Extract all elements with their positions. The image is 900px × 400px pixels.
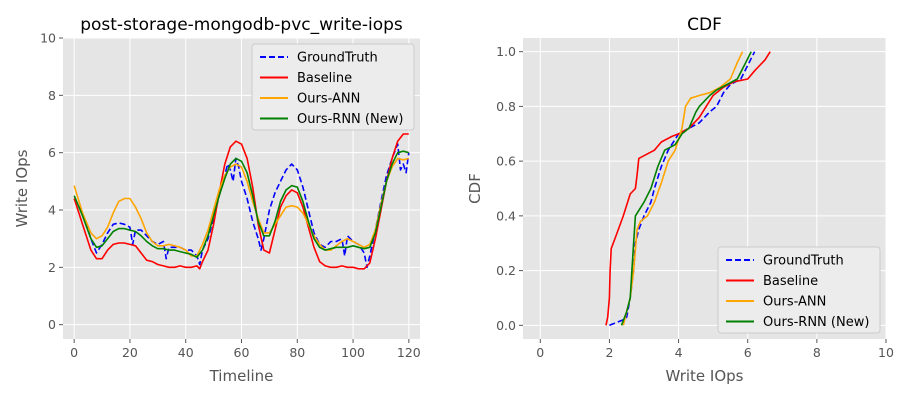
y-tick-label: 0.4	[496, 208, 516, 223]
x-tick-label: 120	[397, 345, 421, 360]
x-tick-label: 80	[289, 345, 305, 360]
legend-label: Ours-RNN (New)	[297, 112, 403, 127]
x-tick-label: 10	[878, 345, 894, 360]
series-lines	[73, 133, 410, 270]
x-tick-label: 8	[813, 345, 821, 360]
legend-label: Baseline	[297, 71, 352, 86]
legend-box	[717, 246, 881, 334]
y-tick-label: 0.0	[496, 318, 516, 333]
chart-title: CDF	[687, 15, 722, 35]
x-tick-label: 4	[675, 345, 683, 360]
x-axis-label: Timeline	[209, 367, 274, 385]
y-tick-label: 8	[48, 88, 56, 103]
x-tick-label: 0	[70, 345, 78, 360]
legend-label: Ours-ANN	[763, 295, 826, 310]
series-line-ours-rnn-new	[73, 150, 410, 259]
legend-box	[251, 43, 415, 131]
x-tick-label: 20	[122, 345, 138, 360]
x-axis-label: Write IOps	[666, 367, 744, 385]
x-tick-label: 0	[536, 345, 544, 360]
y-tick-label: 10	[40, 31, 56, 46]
legend-label: Ours-ANN	[297, 92, 360, 107]
y-tick-label: 2	[48, 260, 56, 275]
x-tick-label: 60	[234, 345, 250, 360]
legend-label: GroundTruth	[297, 51, 378, 66]
y-tick-label: 6	[48, 145, 56, 160]
timeline-chart: 0 20 40 60 80 100 120 0 2 4 6 8 10 post-storage-mong…	[13, 15, 421, 385]
series-line-baseline	[73, 133, 409, 270]
legend: GroundTruth Baseline Ours-ANN Ours-RNN (New…	[251, 43, 415, 131]
tick-labels: 0 2 4 6 8 10 0.0 0.2 0.4 0.6 0.8 1.0	[496, 44, 894, 360]
legend-label: GroundTruth	[763, 254, 844, 269]
series-line-ours-ann	[73, 157, 409, 257]
legend-label: Ours-RNN (New)	[763, 315, 869, 330]
tick-labels: 0 20 40 60 80 100 120 0 2 4 6 8 10	[40, 31, 421, 361]
y-tick-label: 0.6	[496, 154, 516, 169]
legend-label: Baseline	[763, 274, 818, 289]
y-tick-label: 0.2	[496, 263, 516, 278]
series-line-groundtruth	[73, 143, 410, 269]
legend: GroundTruth Baseline Ours-ANN Ours-RNN (New…	[717, 246, 881, 334]
x-tick-label: 100	[341, 345, 365, 360]
y-tick-label: 4	[48, 203, 56, 218]
y-tick-label: 0	[48, 317, 56, 332]
x-tick-label: 2	[605, 345, 613, 360]
y-axis-label: Write IOps	[13, 149, 31, 227]
series-lines	[605, 51, 771, 327]
series-line-ours-rnn-new	[620, 51, 752, 326]
y-axis-label: CDF	[466, 173, 484, 204]
x-tick-label: 40	[178, 345, 194, 360]
chart-title: post-storage-mongodb-pvc_write-iops	[80, 15, 403, 35]
series-line-baseline	[605, 51, 771, 326]
y-tick-label: 1.0	[496, 44, 516, 59]
cdf-chart: 0 2 4 6 8 10 0.0 0.2 0.4 0.6 0.8 1.0 CDF Write IOps…	[466, 15, 894, 385]
x-tick-label: 6	[744, 345, 752, 360]
y-tick-label: 0.8	[496, 99, 516, 114]
